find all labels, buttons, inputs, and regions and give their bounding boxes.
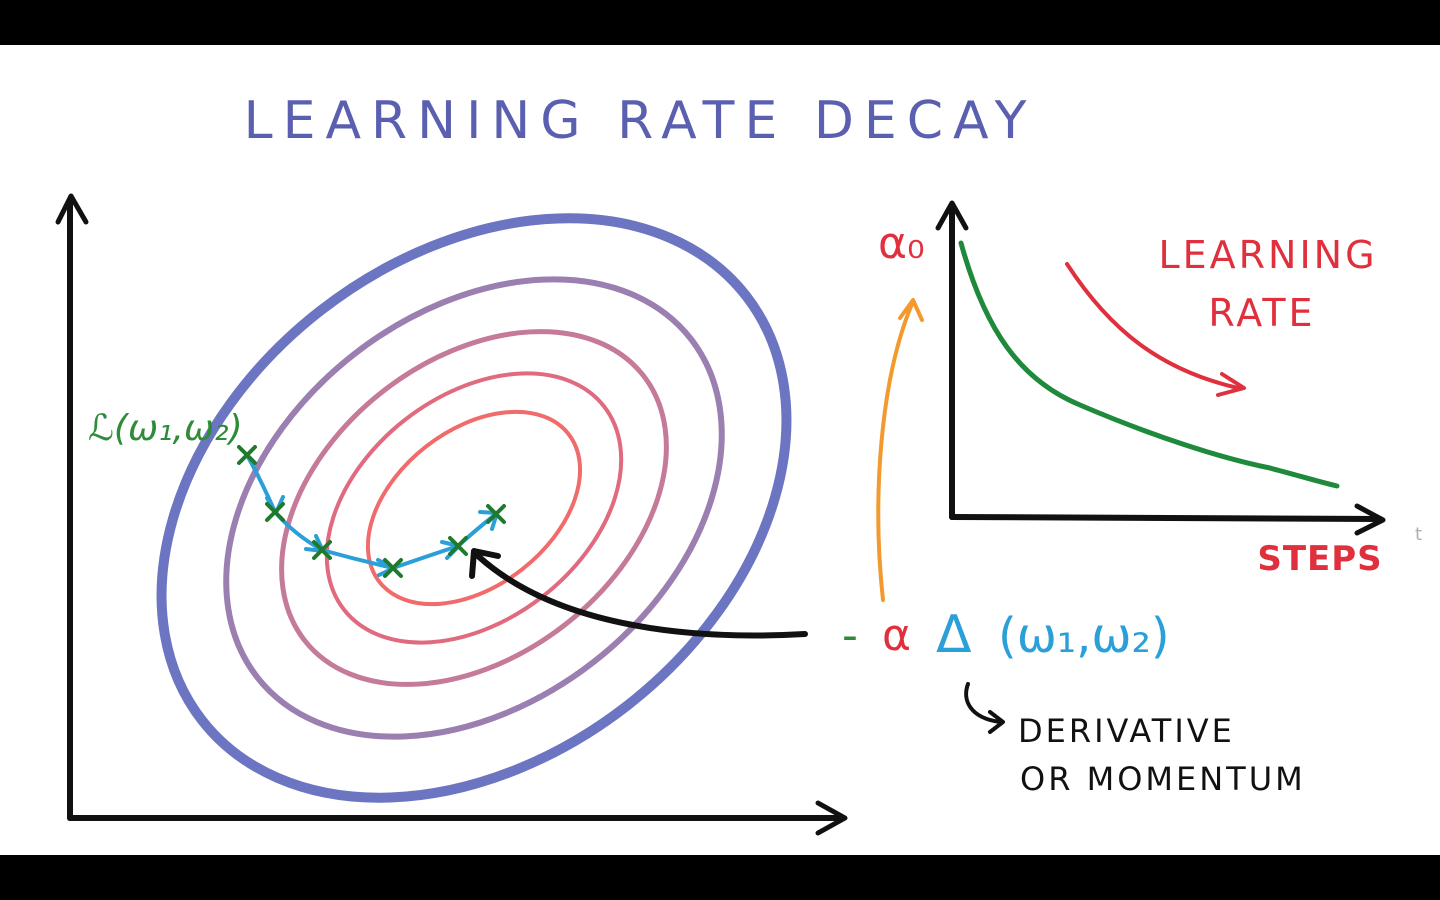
decrease-arrow <box>1065 262 1240 390</box>
loss-contours <box>156 213 792 803</box>
right-y-axis-arrowhead <box>935 200 969 231</box>
left-y-axis-arrowhead <box>55 193 89 225</box>
right-x-axis <box>949 514 1383 522</box>
diagram-title: LEARNING RATE DECAY <box>244 91 1037 151</box>
step-marker-5 <box>448 536 468 556</box>
step-markers <box>237 445 506 578</box>
left-plot: ℒ(ω₁,ω₂) <box>55 193 848 836</box>
step-marker-3 <box>312 540 332 560</box>
x-axis-steps-label: STEPS <box>1257 539 1382 579</box>
initial-learning-rate-label: α₀ <box>878 218 925 269</box>
update-rule-alpha: α <box>882 610 911 661</box>
loss-function-label: ℒ(ω₁,ω₂) <box>88 408 243 449</box>
learning-rate-label-line2: RATE <box>1208 291 1315 335</box>
delta-note-hook-arrowhead <box>988 710 1005 734</box>
step-marker-1 <box>237 445 257 465</box>
update-rule-args: (ω₁,ω₂) <box>998 608 1170 664</box>
right-x-axis-arrowhead <box>1354 503 1386 536</box>
contour-5 <box>365 409 583 607</box>
update-rule: - α Δ (ω₁,ω₂) <box>842 605 1170 665</box>
alpha-link-arrowhead <box>898 298 924 322</box>
step-marker-2 <box>265 502 285 522</box>
delta-note-hook-arrow <box>964 682 1002 724</box>
learning-rate-label-line1: LEARNING <box>1158 233 1377 277</box>
step-marker-6 <box>486 504 506 524</box>
contour-3 <box>279 329 669 687</box>
contour-1 <box>156 213 792 803</box>
letterbox-bottom <box>0 855 1440 900</box>
delta-note-line2: OR MOMENTUM <box>1020 760 1306 798</box>
step-segment-3 <box>320 548 395 570</box>
step-marker-4 <box>383 558 403 578</box>
letterbox-top <box>0 0 1440 45</box>
update-rule-minus: - <box>842 610 858 661</box>
x-axis-end-mark: t <box>1415 524 1422 545</box>
contour-4 <box>324 371 624 645</box>
learning-rate-decay-curve <box>958 240 1340 489</box>
left-x-axis-arrowhead <box>815 800 848 836</box>
right-plot: α₀ LEARNING RATE STEPS t <box>878 200 1422 579</box>
contour-2 <box>223 276 725 740</box>
update-pointer-arrow <box>475 553 808 639</box>
update-pointer-arrowhead <box>469 548 501 579</box>
alpha-link-arrow <box>876 302 914 602</box>
delta-note-line1: DERIVATIVE <box>1018 712 1235 750</box>
update-rule-delta: Δ <box>936 605 972 665</box>
step-segment-4 <box>391 544 460 570</box>
decrease-arrowhead <box>1216 372 1246 397</box>
